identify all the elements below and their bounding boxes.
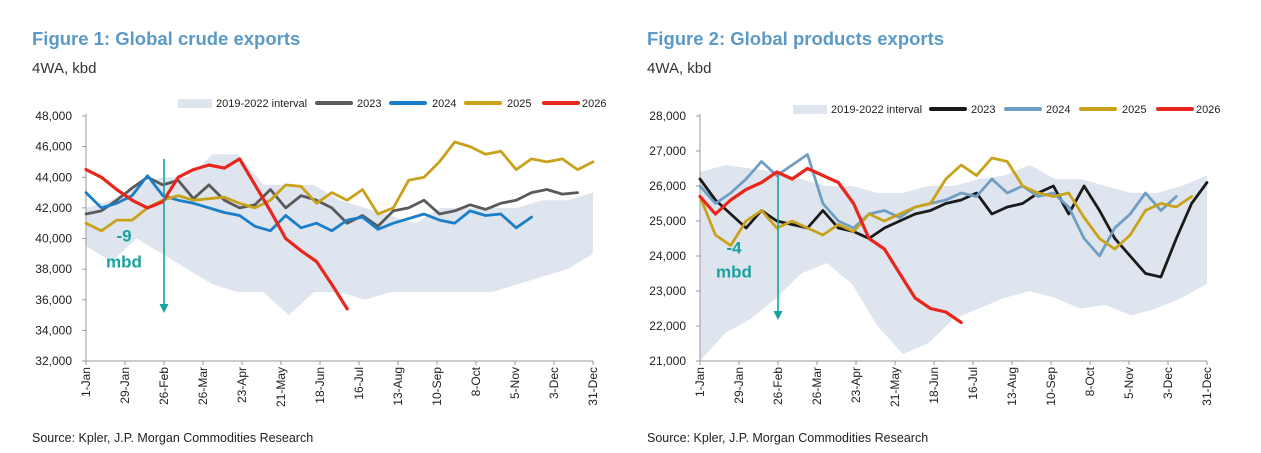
figure-1-panel: Figure 1: Global crude exports 4WA, kbd … xyxy=(0,0,620,453)
series-line-2023 xyxy=(84,175,579,228)
series-line-2025 xyxy=(698,156,1193,251)
annotation-arrow-head xyxy=(159,304,169,313)
x-tick-label: 8-Oct xyxy=(1083,366,1097,396)
series-line-2026 xyxy=(698,166,963,325)
figure-2-chart: 21,000 22,000 23,000 24,000 25,000 26,000 27,0… xyxy=(649,104,1220,407)
figure-1-subtitle: 4WA, kbd xyxy=(32,60,97,77)
x-tick-label: 26-Feb xyxy=(771,367,785,405)
x-tick-label: 26-Feb xyxy=(157,367,171,405)
series-band-interval xyxy=(700,165,1207,361)
y-tick-label: 21,000 xyxy=(649,354,686,368)
x-tick-label: 16-Jul xyxy=(966,367,980,400)
x-tick-label: 1-Jan xyxy=(79,367,93,397)
x-tick-label: 8-Oct xyxy=(469,366,483,396)
legend-label-2026: 2026 xyxy=(582,98,606,110)
legend-label-2024: 2024 xyxy=(1046,104,1070,116)
x-tick-label: 29-Jan xyxy=(118,367,132,404)
x-tick-label: 23-Apr xyxy=(849,367,863,403)
annotation-value: -9 xyxy=(116,226,131,245)
x-tick-label: 10-Sep xyxy=(1044,367,1058,406)
y-tick-label: 27,000 xyxy=(649,144,686,158)
series-line-2023 xyxy=(698,177,1209,279)
y-tick-label: 32,000 xyxy=(35,354,72,368)
y-tick-label: 36,000 xyxy=(35,293,72,307)
x-tick-label: 21-May xyxy=(888,367,902,407)
y-tick-label: 22,000 xyxy=(649,319,686,333)
x-tick-label: 29-Jan xyxy=(732,367,746,404)
annotation-unit: mbd xyxy=(106,252,142,271)
x-tick-label: 26-Mar xyxy=(196,367,210,405)
x-tick-label: 10-Sep xyxy=(430,367,444,406)
series-line-2024 xyxy=(84,174,533,233)
y-tick-label: 34,000 xyxy=(35,323,72,337)
x-tick-label: 31-Dec xyxy=(1200,367,1214,406)
legend-swatch-interval xyxy=(793,105,827,114)
y-tick-label: 44,000 xyxy=(35,170,72,184)
x-tick-label: 5-Nov xyxy=(1122,367,1136,399)
series-band-interval xyxy=(86,154,593,316)
figure-1-title: Figure 1: Global crude exports xyxy=(32,28,301,49)
x-tick-label: 3-Dec xyxy=(547,367,561,399)
x-tick-label: 21-May xyxy=(274,367,288,407)
legend-swatch-interval xyxy=(178,99,212,108)
legend-label-2026: 2026 xyxy=(1196,104,1220,116)
x-tick-label: 26-Mar xyxy=(810,367,824,405)
figure-2-subtitle: 4WA, kbd xyxy=(647,60,712,77)
y-tick-label: 24,000 xyxy=(649,249,686,263)
figure-2-source: Source: Kpler, J.P. Morgan Commodities R… xyxy=(647,431,929,445)
x-tick-label: 18-Jun xyxy=(927,367,941,404)
legend-label-2025: 2025 xyxy=(1122,104,1146,116)
figure-2-panel: Figure 2: Global products exports 4WA, k… xyxy=(615,0,1235,453)
x-tick-label: 18-Jun xyxy=(313,367,327,404)
annotation-arrow-head xyxy=(773,311,783,320)
legend-label-2023: 2023 xyxy=(357,98,381,110)
x-tick-label: 13-Aug xyxy=(1005,367,1019,406)
annotation-value: -4 xyxy=(726,238,742,257)
y-tick-label: 48,000 xyxy=(35,109,72,123)
y-tick-label: 26,000 xyxy=(649,179,686,193)
figure-1-source: Source: Kpler, J.P. Morgan Commodities R… xyxy=(32,431,314,445)
x-tick-label: 16-Jul xyxy=(352,367,366,400)
annotation-unit: mbd xyxy=(716,262,752,281)
x-tick-label: 23-Apr xyxy=(235,367,249,403)
y-tick-label: 40,000 xyxy=(35,232,72,246)
x-tick-label: 5-Nov xyxy=(508,367,522,399)
x-tick-label: 3-Dec xyxy=(1161,367,1175,399)
legend-label-2023: 2023 xyxy=(971,104,995,116)
legend-label-2025: 2025 xyxy=(507,98,531,110)
legend-label-interval: 2019-2022 interval xyxy=(216,98,307,110)
y-tick-label: 46,000 xyxy=(35,140,72,154)
y-tick-label: 23,000 xyxy=(649,284,686,298)
legend-label-2024: 2024 xyxy=(432,98,456,110)
series-line-2025 xyxy=(84,140,595,233)
figure-2-title: Figure 2: Global products exports xyxy=(647,28,945,49)
figure-1-chart: 32,000 34,000 36,000 38,000 40,000 42,000 44,0… xyxy=(35,98,606,407)
x-tick-label: 1-Jan xyxy=(693,367,707,397)
y-tick-label: 28,000 xyxy=(649,109,686,123)
legend-label-interval: 2019-2022 interval xyxy=(831,104,922,116)
y-tick-label: 25,000 xyxy=(649,214,686,228)
x-tick-label: 31-Dec xyxy=(586,367,600,406)
y-tick-label: 42,000 xyxy=(35,201,72,215)
y-tick-label: 38,000 xyxy=(35,262,72,276)
series-line-2026 xyxy=(84,157,349,311)
x-tick-label: 13-Aug xyxy=(391,367,405,406)
